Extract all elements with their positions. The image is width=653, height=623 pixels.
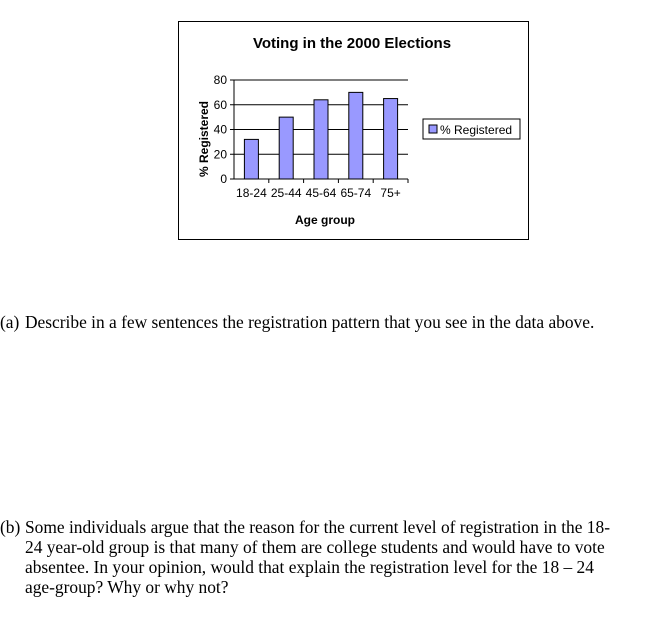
question-b-label: (b) [0,517,21,537]
chart-legend: % Registered [422,118,521,140]
y-tick-label: 40 [214,123,228,137]
x-tick-label: 18-24 [236,186,267,200]
axes [230,79,409,183]
x-tick-label: 75+ [380,186,400,200]
bar [348,91,364,180]
tick-labels: 0 20 40 60 80 18-24 25-44 45-64 65-74 75+ [214,73,401,200]
y-tick-label: 80 [214,73,228,87]
x-tick-label: 25-44 [271,186,302,200]
x-tick-label: 45-64 [306,186,337,200]
legend-label: % Registered [440,123,512,137]
y-axis-label: % Registered [197,101,211,177]
legend-box [422,118,521,140]
x-tick-label: 65-74 [340,186,371,200]
bar [313,99,329,180]
chart-container: Voting in the 2000 Elections % Registere… [178,21,529,240]
chart-title: Voting in the 2000 Elections [253,35,451,52]
x-axis-label: Age group [295,213,355,227]
question-a-label: (a) [0,312,20,332]
question-a-text: Describe in a few sentences the registra… [25,312,595,332]
y-tick-label: 60 [214,98,228,112]
bar [278,116,294,180]
question-b-text: Some individuals argue that the reason f… [25,517,610,597]
bar [243,138,259,180]
y-tick-label: 20 [214,147,228,161]
bars [243,91,399,180]
y-tick-label: 0 [220,172,227,186]
bar [383,98,399,180]
legend-swatch [428,124,438,134]
bar-chart: Voting in the 2000 Elections % Registere… [197,35,521,227]
